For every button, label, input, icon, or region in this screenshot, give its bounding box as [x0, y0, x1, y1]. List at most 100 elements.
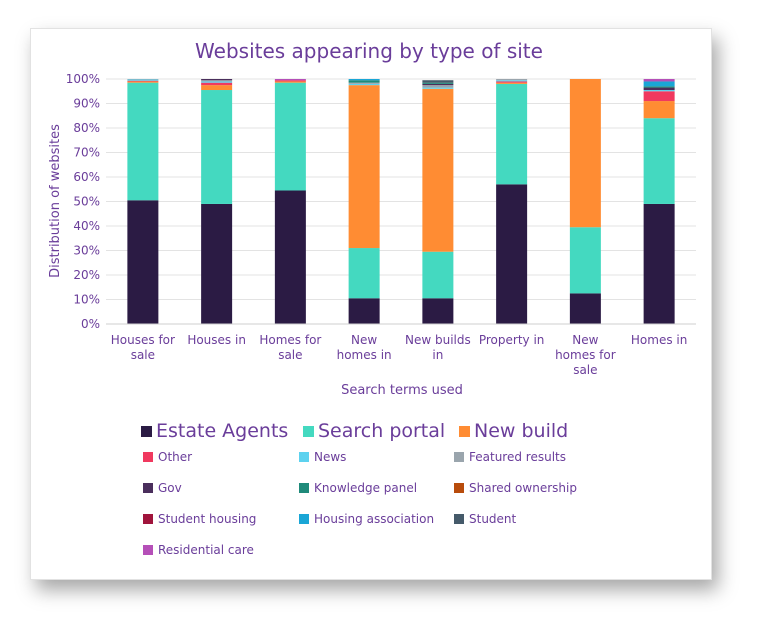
y-axis-ticks: 0% 10% 20% 30% 40% 50% 60% 70% 80% 90% 100%: [66, 72, 100, 331]
legend-label: Estate Agents: [156, 420, 288, 442]
legend-label: Shared ownership: [469, 481, 577, 495]
legend-label: Residential care: [158, 543, 254, 557]
x-tick-label: New homes in: [337, 333, 392, 362]
bar-segment: [274, 80, 306, 82]
legend-swatch: [143, 483, 153, 493]
bar-segment: [274, 82, 306, 191]
y-tick-label: 70%: [73, 146, 100, 160]
y-tick-label: 30%: [73, 244, 100, 258]
y-tick-label: 0%: [81, 317, 100, 331]
legend-swatch: [143, 452, 153, 462]
bar-segment: [496, 184, 528, 324]
bar-segment: [422, 87, 454, 89]
y-tick-label: 20%: [73, 268, 100, 282]
bar-segment: [643, 118, 675, 204]
x-axis-label: Search terms used: [341, 383, 463, 398]
y-tick-label: 50%: [73, 195, 100, 209]
y-tick-label: 60%: [73, 170, 100, 184]
bar-segment: [643, 87, 675, 91]
legend-swatch: [299, 483, 309, 493]
legend-label: Knowledge panel: [314, 481, 417, 495]
bar-segment: [348, 85, 380, 249]
bar-segment: [496, 80, 528, 82]
bar-segment: [348, 248, 380, 299]
y-tick-label: 100%: [66, 72, 100, 86]
legend-swatch: [303, 426, 314, 437]
y-tick-label: 40%: [73, 219, 100, 233]
legend-swatch: [143, 545, 153, 555]
bars: [127, 79, 675, 324]
legend-swatch: [454, 514, 464, 524]
bar-segment: [496, 82, 528, 84]
x-tick-label: Property in: [479, 333, 545, 347]
bar-segment: [201, 82, 233, 86]
bar-segment: [422, 82, 454, 84]
legend-swatch: [459, 426, 470, 437]
legend-label: Student: [469, 512, 517, 526]
x-tick-label: Houses for sale: [111, 333, 175, 362]
bar-segment: [201, 90, 233, 204]
bar-segment: [348, 79, 380, 81]
bar-segment: [274, 79, 306, 81]
bar-segment: [422, 251, 454, 299]
x-tick-label: New builds in: [405, 333, 471, 362]
bar-segment: [201, 85, 233, 91]
x-tick-label: New homes for sale: [555, 333, 616, 377]
bar-segment: [274, 81, 306, 83]
bar-segment: [643, 203, 675, 324]
gridlines: [106, 78, 696, 300]
bar-segment: [127, 79, 159, 81]
bar-segment: [643, 90, 675, 92]
legend-label: Search portal: [318, 420, 445, 442]
bar-segment: [643, 86, 675, 88]
bar-segment: [643, 79, 675, 82]
bar-segment: [643, 101, 675, 119]
legend-swatch: [454, 483, 464, 493]
bar-segment: [643, 81, 675, 87]
legend-label: Featured results: [469, 450, 566, 464]
bar-segment: [127, 82, 159, 201]
bar-segment: [496, 83, 528, 185]
bar-segment: [127, 200, 159, 324]
legend-swatch: [141, 426, 152, 437]
bar-segment: [643, 91, 675, 102]
bar-segment: [569, 293, 601, 324]
legend-swatch: [299, 514, 309, 524]
legend-swatch: [143, 514, 153, 524]
bar-segment: [201, 79, 233, 81]
bar-segment: [422, 298, 454, 324]
legend-swatch: [454, 452, 464, 462]
legend: Estate Agents Search portal New build Other…: [141, 420, 577, 557]
bar-segment: [496, 81, 528, 83]
bar-segment: [274, 190, 306, 324]
bar-segment: [569, 79, 601, 228]
x-axis-ticks: Houses for sale Houses in Homes for sale New h…: [111, 333, 688, 377]
legend-label: Other: [158, 450, 192, 464]
legend-label: News: [314, 450, 346, 464]
chart-card: Websites appearing by type of site 0% 10%…: [30, 28, 712, 580]
bar-segment: [348, 80, 380, 83]
bar-segment: [348, 82, 380, 84]
bar-segment: [201, 203, 233, 324]
bar-segment: [127, 81, 159, 83]
y-axis-label: Distribution of websites: [48, 124, 63, 278]
bar-segment: [569, 227, 601, 294]
legend-label: Gov: [158, 481, 182, 495]
bar-segment: [422, 83, 454, 86]
bar-segment: [201, 81, 233, 83]
y-tick-label: 80%: [73, 121, 100, 135]
legend-swatch: [299, 452, 309, 462]
legend-label: Housing association: [314, 512, 434, 526]
bar-segment: [422, 85, 454, 88]
bar-segment: [422, 80, 454, 83]
x-tick-label: Homes for sale: [259, 333, 321, 362]
x-tick-label: Houses in: [187, 333, 246, 347]
bar-segment: [422, 88, 454, 252]
x-tick-label: Homes in: [631, 333, 687, 347]
legend-label: New build: [474, 420, 568, 442]
chart-title: Websites appearing by type of site: [195, 39, 543, 63]
y-tick-label: 90%: [73, 97, 100, 111]
bar-segment: [201, 80, 233, 82]
legend-label: Student housing: [158, 512, 256, 526]
bar-segment: [496, 79, 528, 81]
